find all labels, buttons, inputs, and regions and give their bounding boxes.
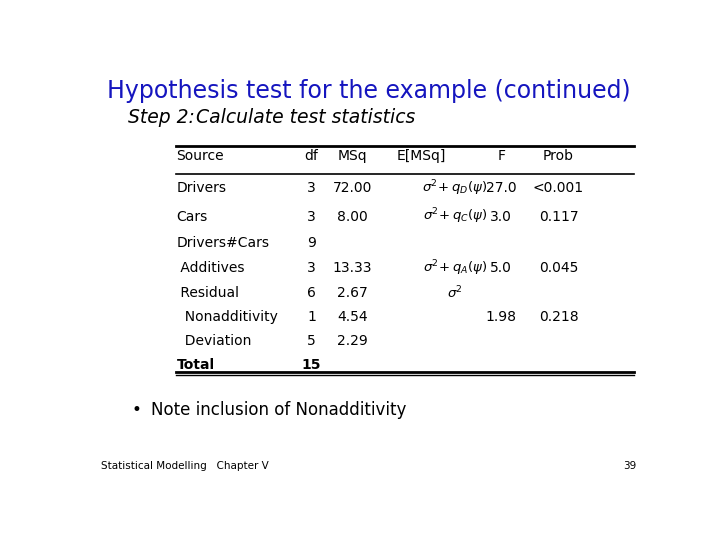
Text: MSq: MSq (338, 149, 367, 163)
Text: Residual: Residual (176, 286, 240, 300)
Text: 5.0: 5.0 (490, 261, 513, 275)
Text: 8.00: 8.00 (337, 210, 368, 224)
Text: 5: 5 (307, 334, 316, 348)
Text: 9: 9 (307, 236, 316, 250)
Text: $\sigma^2\!+q_A(\psi)$: $\sigma^2\!+q_A(\psi)$ (423, 258, 487, 278)
Text: E[MSq]: E[MSq] (397, 149, 446, 163)
Text: •: • (132, 401, 142, 420)
Text: Note inclusion of Nonadditivity: Note inclusion of Nonadditivity (151, 401, 407, 420)
Text: $\sigma^2$: $\sigma^2$ (447, 285, 463, 301)
Text: Step 2:: Step 2: (128, 109, 195, 127)
Text: Prob: Prob (543, 149, 574, 163)
Text: Source: Source (176, 149, 224, 163)
Text: 15: 15 (302, 358, 321, 372)
Text: Drivers: Drivers (176, 181, 227, 195)
Text: 0.045: 0.045 (539, 261, 578, 275)
Text: Total: Total (176, 358, 215, 372)
Text: F: F (498, 149, 505, 163)
Text: Additives: Additives (176, 261, 245, 275)
Text: $\sigma^2\!+q_C(\psi)$: $\sigma^2\!+q_C(\psi)$ (423, 207, 487, 226)
Text: 72.00: 72.00 (333, 181, 372, 195)
Text: 13.33: 13.33 (333, 261, 372, 275)
Text: 3: 3 (307, 261, 316, 275)
Text: 3: 3 (307, 181, 316, 195)
Text: 39: 39 (624, 462, 637, 471)
Text: Hypothesis test for the example (continued): Hypothesis test for the example (continu… (107, 79, 631, 103)
Text: df: df (305, 149, 318, 163)
Text: 2.67: 2.67 (337, 286, 368, 300)
Text: Nonadditivity: Nonadditivity (176, 310, 279, 325)
Text: 0.218: 0.218 (539, 310, 578, 325)
Text: 0.117: 0.117 (539, 210, 578, 224)
Text: 3.0: 3.0 (490, 210, 513, 224)
Text: 1: 1 (307, 310, 316, 325)
Text: $\sigma^2\!+q_D(\psi)$: $\sigma^2\!+q_D(\psi)$ (422, 179, 487, 198)
Text: Calculate test statistics: Calculate test statistics (196, 109, 415, 127)
Text: <0.001: <0.001 (533, 181, 584, 195)
Text: 1.98: 1.98 (486, 310, 517, 325)
Text: Deviation: Deviation (176, 334, 252, 348)
Text: 27.0: 27.0 (486, 181, 517, 195)
Text: 3: 3 (307, 210, 316, 224)
Text: Statistical Modelling   Chapter V: Statistical Modelling Chapter V (101, 462, 269, 471)
Text: 6: 6 (307, 286, 316, 300)
Text: 4.54: 4.54 (338, 310, 368, 325)
Text: Cars: Cars (176, 210, 208, 224)
Text: 2.29: 2.29 (337, 334, 368, 348)
Text: Drivers#Cars: Drivers#Cars (176, 236, 269, 250)
